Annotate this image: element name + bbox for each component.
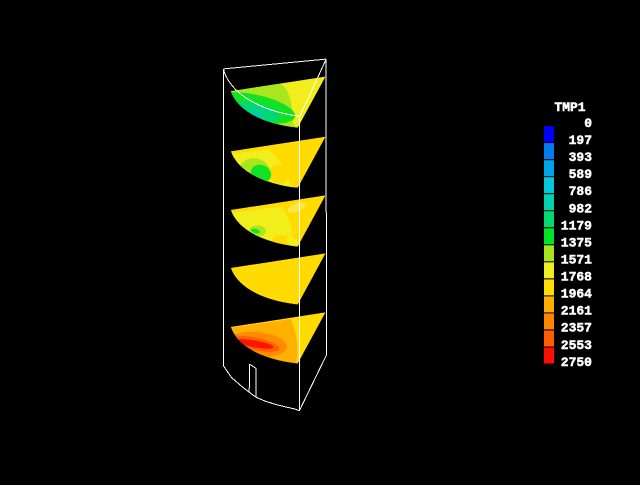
svg-text:393: 393: [569, 150, 593, 165]
svg-text:2750: 2750: [561, 355, 592, 370]
svg-text:1768: 1768: [561, 270, 592, 285]
svg-text:1375: 1375: [561, 235, 592, 250]
svg-text:589: 589: [569, 167, 593, 182]
svg-text:2161: 2161: [561, 304, 592, 319]
svg-text:1964: 1964: [561, 287, 592, 302]
svg-text:982: 982: [569, 201, 593, 216]
svg-text:197: 197: [569, 133, 592, 148]
svg-text:TMP1: TMP1: [554, 100, 585, 115]
svg-text:786: 786: [569, 184, 593, 199]
svg-text:0: 0: [584, 116, 592, 131]
svg-text:1179: 1179: [561, 218, 592, 233]
svg-text:1571: 1571: [561, 253, 592, 268]
svg-text:2553: 2553: [561, 338, 592, 353]
svg-text:2357: 2357: [561, 321, 592, 336]
